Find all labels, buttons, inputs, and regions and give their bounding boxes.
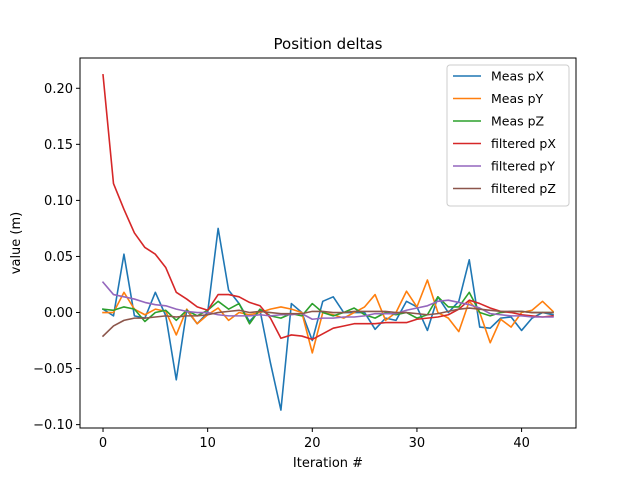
plot-area [101,73,555,411]
legend-entry: Meas pZ [491,114,544,129]
x-tick-label: 30 [409,436,426,451]
series-line-filtered-px [102,73,554,341]
y-tick-label: 0.00 [44,306,73,321]
y-tick-label: 0.15 [44,138,73,153]
y-tick-label: −0.10 [33,418,73,433]
y-tick-label: 0.20 [44,82,73,97]
y-tick-label: −0.05 [33,362,73,377]
series-line-meas-px [101,227,554,411]
series-line-filtered-pz [101,307,554,338]
legend-entry: filtered pY [491,159,555,174]
x-tick-label: 10 [199,436,216,451]
legend: Meas pX Meas pY Meas pZ filtered pX filtered… [446,64,570,207]
y-axis: −0.10 −0.05 0.00 0.05 0.10 0.15 0.20 [33,82,80,433]
legend-entry: filtered pX [491,136,556,151]
y-axis-label: value (m) [9,212,24,274]
plot-frame [79,57,577,429]
y-tick-label: 0.10 [44,194,73,209]
x-axis: 0 10 20 30 40 [99,428,530,451]
series-line-filtered-py [101,281,554,321]
x-tick-label: 0 [99,436,107,451]
x-axis-label: Iteration # [293,456,363,471]
x-tick-label: 20 [304,436,321,451]
x-tick-label: 40 [513,436,530,451]
chart-title: Position deltas [274,35,383,53]
y-tick-label: 0.05 [44,250,73,265]
legend-entry: filtered pZ [491,181,556,196]
legend-box [446,64,570,207]
legend-entry: Meas pY [491,91,544,106]
legend-entry: Meas pX [491,69,545,84]
